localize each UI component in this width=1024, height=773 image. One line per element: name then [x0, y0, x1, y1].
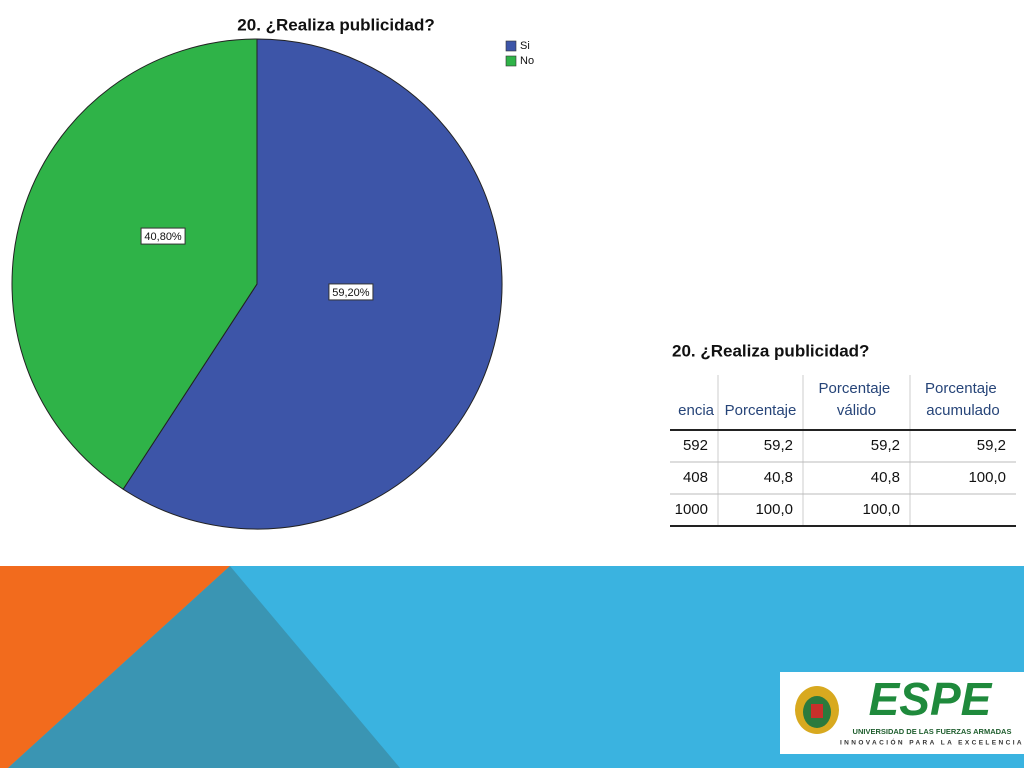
table-cell: 1000: [675, 501, 708, 518]
table-header: Porcentaje: [725, 402, 797, 419]
table-header: Porcentaje acumulado: [925, 380, 1001, 419]
pie-slice: [11, 38, 258, 490]
table-cell: 592: [683, 437, 708, 454]
crest: [795, 686, 839, 734]
legend-swatch: [505, 40, 517, 52]
table-cell: 40,8: [764, 469, 793, 486]
table-header: Porcentaje válido: [819, 380, 895, 419]
data-label-box: [140, 227, 186, 245]
logo-name: ESPE: [869, 673, 993, 725]
data-label: 40,80%: [144, 231, 182, 243]
chart-title: 20. ¿Realiza publicidad?: [237, 15, 434, 34]
footer-orange: [0, 566, 230, 768]
legend-label: Si: [520, 40, 530, 52]
table-title: 20. ¿Realiza publicidad?: [672, 341, 869, 360]
data-label-box: [328, 283, 374, 301]
logo-university: UNIVERSIDAD DE LAS FUERZAS ARMADAS: [853, 727, 1012, 736]
table-cell: 100,0: [968, 469, 1006, 486]
legend-label: No: [520, 55, 534, 67]
table-header: encia: [678, 402, 715, 419]
table-cell: 59,2: [764, 437, 793, 454]
table-cell: 100,0: [755, 501, 793, 518]
data-label: 59,20%: [332, 287, 370, 299]
table-cell: 59,2: [871, 437, 900, 454]
logo-motto: INNOVACIÓN PARA LA EXCELENCIA: [840, 738, 1024, 747]
legend-swatch: [505, 55, 517, 67]
table-cell: 40,8: [871, 469, 900, 486]
table-cell: 408: [683, 469, 708, 486]
table-cell: 59,2: [977, 437, 1006, 454]
table-cell: 100,0: [862, 501, 900, 518]
pie-slice: [122, 38, 503, 530]
footer-teal: [8, 566, 400, 768]
